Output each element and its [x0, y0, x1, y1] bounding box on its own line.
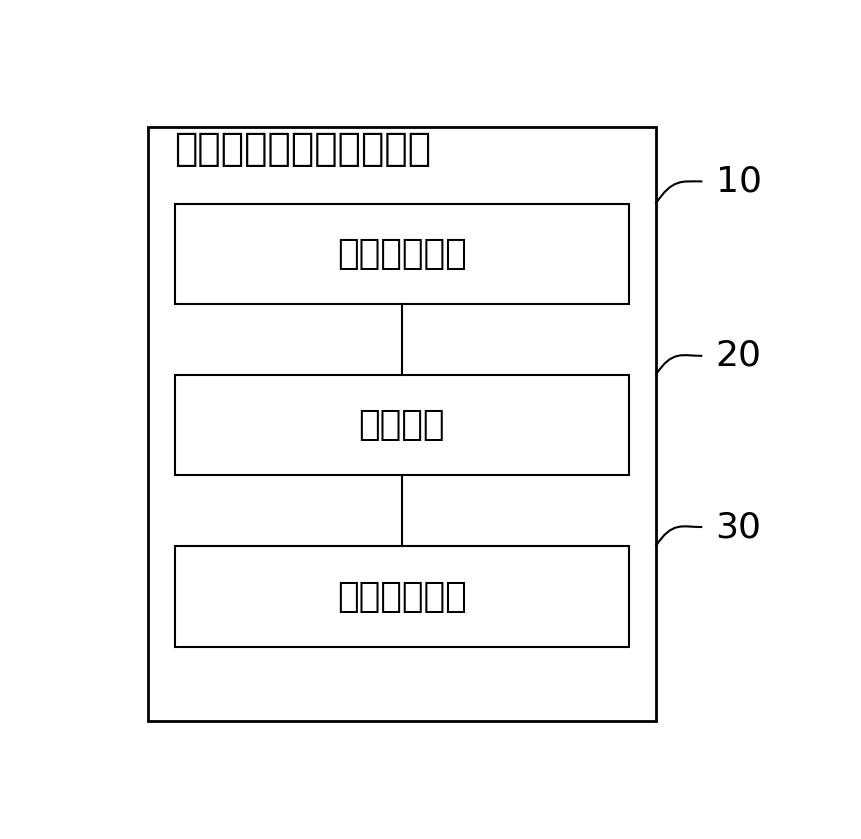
Bar	[174, 375, 629, 476]
Text: 10: 10	[715, 164, 761, 199]
Bar	[174, 204, 629, 305]
Text: 语义分割模型的训练装置: 语义分割模型的训练装置	[174, 130, 431, 168]
Text: 30: 30	[715, 510, 761, 544]
Bar	[174, 546, 629, 647]
Bar	[148, 127, 655, 721]
Text: 20: 20	[715, 339, 761, 373]
Text: 训练单元: 训练单元	[358, 409, 444, 442]
Text: 第一构建单元: 第一构建单元	[337, 237, 466, 271]
Text: 第二构建单元: 第二构建单元	[337, 580, 466, 613]
